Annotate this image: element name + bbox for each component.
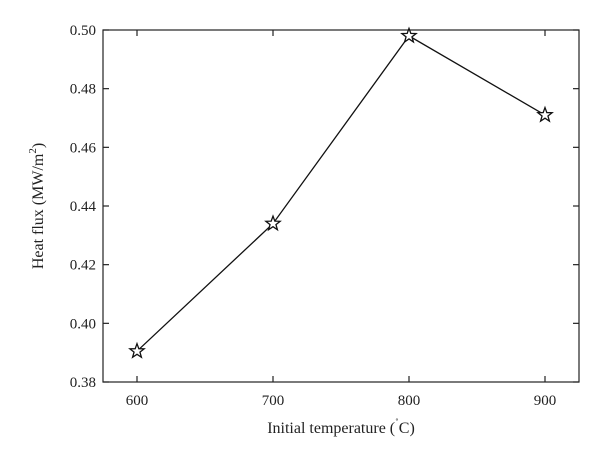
- y-axis-title: Heat flux (MW/m2): [27, 143, 47, 269]
- plot-frame: [102, 29, 580, 383]
- y-tick-label: 0.38: [70, 375, 96, 391]
- data-point-star: [264, 214, 282, 232]
- y-tick-label: 0.44: [70, 199, 97, 215]
- x-axis-title-degree: ˚: [395, 417, 399, 429]
- series-line: [136, 35, 546, 352]
- x-tick-label: 600: [126, 393, 149, 409]
- axis-ticks: [103, 29, 579, 383]
- data-markers: [128, 26, 554, 359]
- x-axis-title: Initial temperature (˚C): [267, 417, 415, 437]
- x-axis-title-post: C): [399, 420, 415, 437]
- x-tick-label: 800: [398, 393, 421, 409]
- data-point-star: [128, 341, 146, 359]
- axis-tick-labels: 600 700 800 900 0.38 0.40 0.42 0.44 0.46 0.48 0.50: [70, 23, 557, 409]
- x-tick-label: 700: [262, 393, 285, 409]
- y-axis-title-post: ): [30, 143, 47, 148]
- y-axis-title-pre: Heat flux (MW/m: [30, 153, 47, 269]
- x-tick-label: 900: [534, 393, 557, 409]
- y-axis-title-superscript: 2: [27, 148, 39, 154]
- y-tick-label: 0.42: [70, 258, 96, 274]
- y-tick-label: 0.48: [70, 82, 96, 98]
- data-point-star: [400, 26, 418, 44]
- data-point-star: [536, 105, 554, 123]
- x-axis-title-pre: Initial temperature (: [267, 420, 395, 437]
- y-tick-label: 0.50: [70, 23, 96, 39]
- y-tick-label: 0.46: [70, 140, 97, 156]
- y-tick-label: 0.40: [70, 316, 96, 332]
